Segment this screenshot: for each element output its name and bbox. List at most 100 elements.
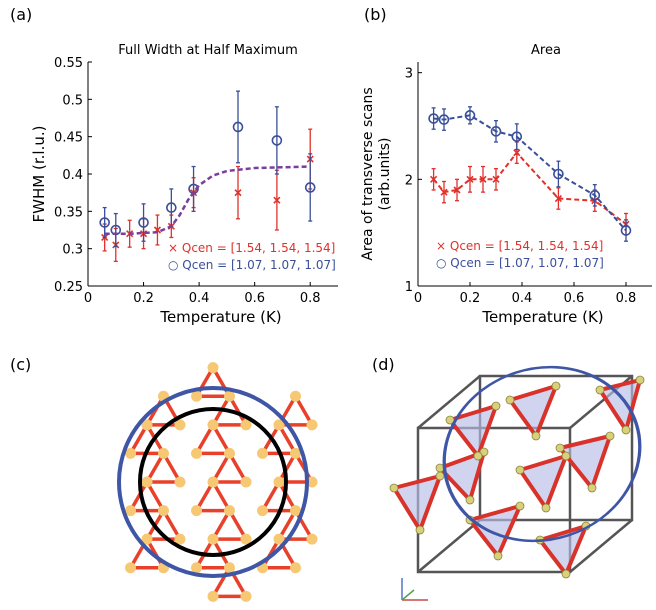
lattice-node [240, 533, 252, 545]
atom [605, 431, 615, 441]
data-point-circle [138, 217, 149, 228]
z-axis-glyph [401, 589, 415, 601]
lattice-node [290, 562, 301, 574]
data-point-circle [464, 110, 476, 121]
data-point-cross [554, 194, 562, 203]
outer-blue-circle [117, 386, 309, 578]
tetrahedra [389, 375, 645, 579]
atom [551, 381, 561, 391]
atom [505, 395, 515, 405]
lattice-node [191, 562, 202, 574]
bond [508, 384, 558, 402]
lattice-node [240, 590, 252, 602]
data-point-circle [490, 126, 502, 137]
y-tick-label: 0.55 [54, 56, 83, 71]
lattice-node [240, 419, 252, 431]
bond [564, 524, 588, 576]
lattice-node [257, 447, 268, 459]
series-1 [428, 106, 632, 242]
lattice-triangle [194, 480, 232, 513]
x-tick-label: 0 [414, 291, 422, 306]
lattice-triangle [260, 537, 298, 570]
lattice-node [141, 419, 153, 431]
x-tick-label: 0.4 [512, 291, 533, 306]
data-point-circle [99, 217, 110, 228]
lattice-node [158, 447, 169, 459]
lattice-triangle [211, 451, 248, 484]
chart-title: Area [531, 43, 561, 58]
lattice-node [273, 476, 285, 488]
atom [541, 503, 551, 513]
series-line [433, 114, 627, 232]
lattice-node [290, 447, 301, 459]
orbit-ring [444, 366, 640, 542]
atom [473, 451, 483, 461]
data-point-circle [620, 225, 632, 236]
x-tick-label: 0.6 [564, 291, 585, 306]
atom [561, 569, 571, 579]
lattice-triangle [277, 394, 314, 427]
data-point-circle [511, 131, 523, 142]
x-tick-label: 0.4 [189, 291, 210, 306]
lattice-triangle [145, 394, 182, 427]
atom [515, 501, 525, 511]
lattice-node [207, 533, 219, 545]
bond [518, 468, 548, 510]
bond [598, 388, 628, 432]
lattice-node [224, 562, 235, 574]
y-tick-label: 2 [405, 173, 413, 188]
atom [555, 443, 565, 453]
bond [558, 434, 612, 450]
axes-glyph [401, 578, 428, 601]
lattice-node [158, 505, 169, 517]
lattice-triangle [194, 423, 232, 456]
y-axis-label: Area of transverse scans [360, 87, 376, 260]
lattice-node [191, 447, 202, 459]
x-tick-label: 0.8 [300, 291, 321, 306]
atom [435, 471, 445, 481]
atom [595, 385, 605, 395]
lattice-node [141, 476, 153, 488]
bond [468, 504, 522, 522]
lattice-node [125, 562, 136, 574]
lattice-node [290, 390, 301, 402]
y-tick-label: 0.3 [62, 243, 83, 258]
bond [598, 378, 642, 392]
series-line [104, 165, 311, 235]
atom [491, 401, 501, 411]
lattice-node [273, 533, 285, 545]
data-point-cross [430, 175, 438, 183]
y-tick-label: 0.4 [62, 168, 83, 183]
panel-label-b: (b) [364, 5, 387, 24]
series-2 [104, 165, 311, 235]
bond [476, 404, 498, 458]
data-point-cross [492, 175, 500, 183]
lattice-node [125, 505, 136, 517]
chart-title: Full Width at Half Maximum [118, 43, 298, 58]
lattice-node [290, 505, 301, 517]
lattice-node [207, 590, 219, 602]
series-line [432, 151, 627, 225]
bond [624, 378, 642, 432]
lattice-node [125, 447, 136, 459]
atom [493, 551, 503, 561]
x-axis-label: Temperature (K) [159, 308, 281, 326]
bond [518, 454, 568, 472]
panel-label-c: (c) [10, 355, 31, 374]
data-point-cross [453, 186, 461, 194]
atom [635, 375, 645, 385]
cube-edge [417, 519, 481, 573]
lattice-triangle [194, 365, 232, 399]
bond [544, 454, 568, 510]
x-tick-label: 0 [84, 291, 92, 306]
data-point-circle [232, 121, 244, 133]
atom [515, 465, 525, 475]
lattice-node [207, 419, 219, 431]
atom [561, 451, 571, 461]
data-point-cross [234, 189, 242, 197]
data-point-circle [271, 135, 283, 146]
cube-edge [417, 375, 481, 429]
data-point-cross [513, 149, 521, 157]
bond [468, 518, 500, 558]
lattice-node [273, 419, 285, 431]
